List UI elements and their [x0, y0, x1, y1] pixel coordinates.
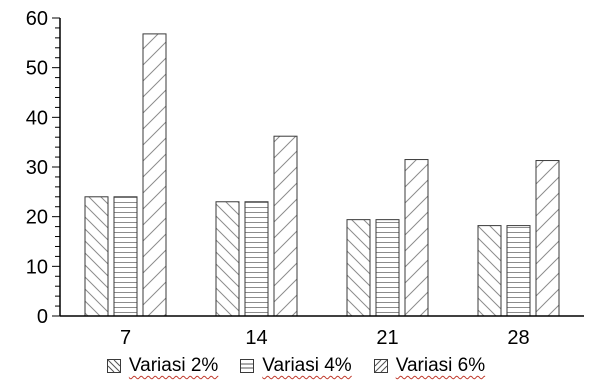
y-axis: 0 10 20 30 40 50 60 — [26, 8, 61, 328]
bar-horizontal-14 — [244, 201, 269, 317]
legend-label-series-3: Variasi 6% — [395, 355, 486, 376]
bar-diag-up-7 — [142, 33, 167, 317]
x-tick-label: 28 — [507, 327, 529, 349]
x-tick-label: 14 — [245, 327, 267, 349]
legend-swatch-horizontal — [240, 359, 255, 373]
bar-diag-down-28 — [477, 225, 502, 317]
legend-item-series-1: Variasi 2% — [106, 355, 219, 377]
legend-item-series-2: Variasi 4% — [240, 355, 352, 377]
bar-diag-down-7 — [84, 196, 109, 317]
y-tick-label: 60 — [26, 8, 48, 30]
bar-diag-up-14 — [273, 135, 298, 317]
x-axis: 7 14 21 28 — [60, 315, 584, 349]
legend-label-series-2: Variasi 4% — [262, 355, 352, 376]
y-tick-label: 40 — [26, 107, 48, 129]
legend-swatch-diag-down — [106, 359, 121, 373]
y-tick-label: 10 — [26, 256, 48, 278]
legend-item-series-3: Variasi 6% — [373, 355, 486, 377]
bar-horizontal-7 — [113, 196, 138, 317]
bar-diag-down-14 — [215, 201, 240, 317]
x-tick-label: 21 — [376, 327, 398, 349]
legend: Variasi 2% Variasi 4% Variasi 6% — [0, 352, 592, 380]
bar-diag-down-21 — [346, 219, 371, 317]
y-tick-label: 0 — [37, 306, 48, 328]
bar-diag-up-21 — [404, 159, 429, 317]
bar-horizontal-28 — [506, 225, 531, 317]
bars — [84, 33, 560, 317]
bar-horizontal-21 — [375, 219, 400, 317]
x-tick-label: 7 — [120, 327, 131, 349]
y-tick-label: 20 — [26, 207, 48, 229]
y-tick-label: 30 — [26, 157, 48, 179]
chart-plot-area: 0 10 20 30 40 50 60 7 14 21 28 — [26, 8, 584, 349]
legend-label-series-1: Variasi 2% — [128, 355, 219, 376]
legend-swatch-diag-up — [373, 359, 388, 373]
y-tick-label: 50 — [26, 58, 48, 80]
bar-diag-up-28 — [535, 160, 560, 317]
